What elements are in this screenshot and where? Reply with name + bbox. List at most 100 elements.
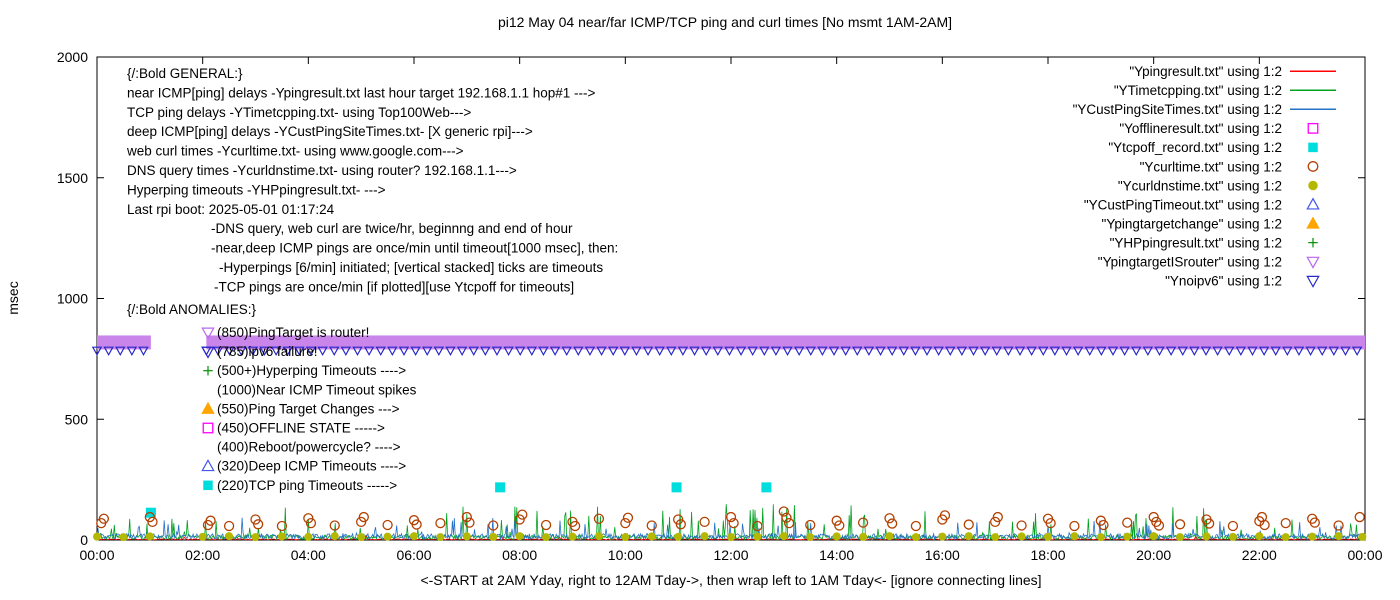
data-point [247, 346, 259, 356]
band-segment [206, 335, 1366, 350]
x-tick-label: 14:00 [819, 547, 854, 563]
data-point [480, 346, 491, 356]
data-point [488, 520, 499, 531]
data-point [252, 519, 264, 530]
y-tick-label: 500 [65, 411, 89, 427]
data-point [1316, 346, 1328, 356]
data-point [435, 517, 446, 529]
data-point [817, 346, 828, 356]
data-point [885, 532, 894, 541]
data-point [526, 346, 538, 356]
series-layer [91, 335, 1367, 542]
anomaly-annotation-line: (320)Deep ICMP Timeouts ----> [217, 459, 406, 474]
data-point [990, 516, 1001, 528]
data-point [1049, 346, 1061, 356]
data-point [352, 346, 363, 356]
data-point [1061, 346, 1072, 356]
legend-marker-triangle-down-open [1306, 256, 1320, 269]
data-point [1176, 533, 1185, 542]
data-point [1358, 532, 1367, 541]
data-point [250, 514, 261, 525]
anomaly-annotation-line: (450)OFFLINE STATE -----> [217, 421, 385, 436]
general-annotation-line: deep ICMP[ping] delays -YCustPingSiteTim… [127, 124, 533, 139]
data-point [356, 516, 367, 528]
legend-label: "YHPpingresult.txt" using 1:2 [1110, 235, 1282, 250]
data-point [329, 346, 340, 356]
data-point [933, 346, 944, 356]
data-point [956, 346, 968, 356]
band-segment [97, 335, 151, 350]
data-point [517, 509, 528, 520]
data-point [596, 346, 607, 356]
data-point [456, 346, 468, 356]
data-point [1203, 518, 1215, 529]
data-point [1270, 346, 1281, 356]
data-point [569, 520, 581, 532]
general-annotation-line: -DNS query, web curl are twice/hr, begin… [211, 221, 573, 236]
data-point [503, 346, 514, 356]
data-point [1096, 533, 1105, 542]
x-tick-label: 16:00 [925, 547, 960, 563]
data-point [793, 346, 805, 356]
data-point [674, 532, 683, 541]
data-point [828, 346, 840, 356]
data-point [1122, 517, 1133, 528]
data-point [910, 520, 922, 532]
data-point [538, 346, 549, 356]
data-point [1123, 532, 1132, 541]
data-point [1119, 346, 1130, 356]
x-tick-label: 10:00 [608, 547, 643, 563]
data-point [382, 519, 393, 531]
legend-marker-triangle-up-open [1306, 197, 1320, 210]
data-point [1305, 346, 1316, 356]
general-annotation-line: web curl times -Ycurltime.txt- using www… [126, 144, 464, 159]
legend-marker-circle-open [1307, 161, 1319, 172]
annotations-layer: {/:Bold GENERAL:} near ICMP[ping] delays … [126, 66, 618, 493]
data-point [859, 532, 868, 541]
data-point [270, 346, 282, 356]
legend-label: "Ycurltime.txt" using 1:2 [1140, 159, 1282, 174]
anomaly-annotation-line: (500+)Hyperping Timeouts ----> [217, 363, 406, 378]
anomaly-marker-triangle-down-open [201, 346, 215, 359]
data-point [1003, 346, 1014, 356]
anomaly-annotation-line: (220)TCP ping Timeouts -----> [217, 478, 397, 493]
data-point [886, 346, 898, 356]
data-point [834, 520, 845, 531]
y-tick-label: 0 [80, 532, 88, 548]
data-point [857, 517, 869, 528]
data-point [304, 532, 313, 541]
data-point [464, 517, 475, 528]
data-point [205, 515, 216, 526]
x-tick-label: 02:00 [185, 547, 220, 563]
x-tick-label: 00:00 [79, 547, 114, 563]
anomaly-marker-triangle-down-open [201, 327, 215, 340]
data-point [832, 532, 841, 541]
data-point [607, 346, 619, 356]
data-point [1153, 520, 1165, 531]
series-Ynoipv6 [91, 346, 1363, 356]
data-point [119, 533, 128, 542]
data-point [666, 346, 677, 356]
legend-marker-square-filled [1308, 142, 1318, 153]
data-point [594, 532, 603, 541]
data-point [1107, 346, 1119, 356]
general-annotation-line: -Hyperpings [6/min] initiated; [vertical… [219, 260, 603, 275]
data-point [433, 346, 445, 356]
data-point [593, 513, 605, 524]
data-point [1189, 346, 1200, 356]
data-point [753, 532, 762, 541]
data-point [761, 482, 772, 493]
data-point [689, 346, 700, 356]
data-point [126, 346, 138, 356]
data-point [1016, 520, 1027, 531]
data-point [445, 346, 456, 356]
data-point [410, 532, 418, 541]
data-point [568, 532, 577, 541]
data-point [1212, 346, 1223, 356]
data-point [1045, 517, 1056, 529]
data-point [540, 519, 552, 531]
data-point [783, 517, 795, 529]
data-point [330, 532, 339, 541]
data-point [98, 513, 110, 524]
